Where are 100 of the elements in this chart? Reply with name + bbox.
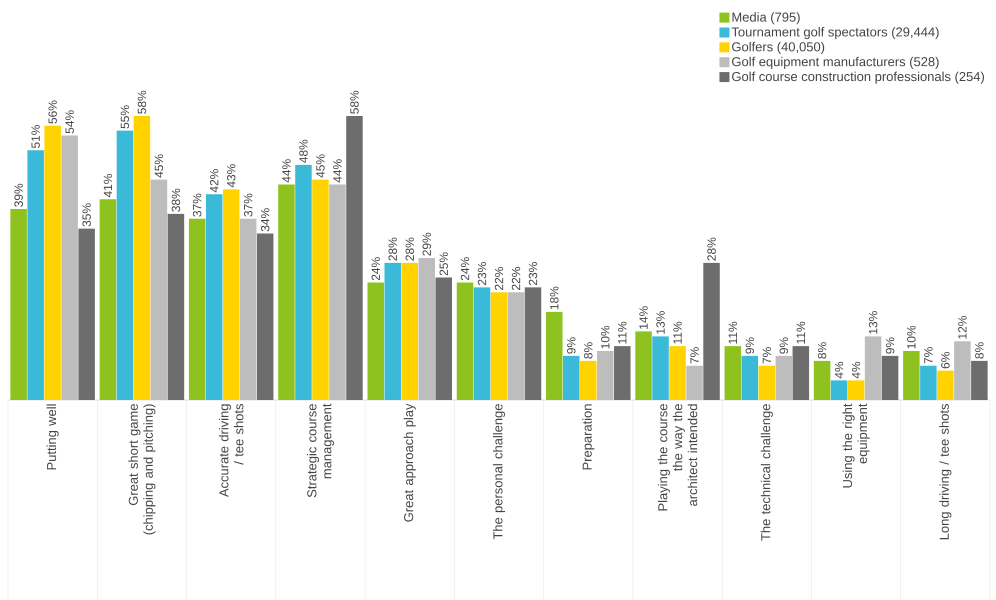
bar xyxy=(346,116,363,400)
data-label: 34% xyxy=(260,208,270,232)
bar xyxy=(742,356,758,400)
bar xyxy=(490,292,508,400)
data-label: 48% xyxy=(299,140,308,163)
data-label: 56% xyxy=(48,100,57,124)
bar xyxy=(367,282,384,400)
data-label: 41% xyxy=(104,174,112,198)
x-tick-label: Preparation xyxy=(582,404,594,470)
data-label: 28% xyxy=(707,238,716,261)
bar xyxy=(384,262,401,400)
data-label: 7% xyxy=(762,347,771,364)
data-label: 9% xyxy=(886,337,894,354)
data-label: 8% xyxy=(584,342,593,359)
bar xyxy=(435,278,452,400)
data-label: 44% xyxy=(333,159,342,182)
bar xyxy=(100,199,116,400)
data-label: 45% xyxy=(154,154,164,178)
bar xyxy=(168,214,184,400)
data-label: 9% xyxy=(567,337,576,354)
data-label: 11% xyxy=(618,322,626,344)
data-label: 58% xyxy=(138,90,146,114)
data-label: 7% xyxy=(924,347,933,364)
data-label: 4% xyxy=(834,362,844,378)
data-label: 11% xyxy=(728,322,737,344)
data-label: 8% xyxy=(975,342,984,359)
bar xyxy=(78,228,95,400)
data-label: 7% xyxy=(690,347,699,364)
data-label: 42% xyxy=(210,169,218,192)
x-tick-label: Great short game (chipping and pitching) xyxy=(128,404,156,534)
bar xyxy=(652,336,669,400)
data-label: 28% xyxy=(388,238,397,261)
data-label: 37% xyxy=(244,194,252,217)
data-label: 4% xyxy=(852,362,860,378)
data-label: 22% xyxy=(512,267,520,290)
data-label: 39% xyxy=(14,184,23,207)
bar xyxy=(546,312,563,400)
data-label: 11% xyxy=(673,322,682,344)
bar xyxy=(524,287,542,400)
data-label: 28% xyxy=(406,238,414,261)
bar xyxy=(295,164,312,400)
data-label: 25% xyxy=(440,252,448,276)
bar xyxy=(703,262,720,400)
bar xyxy=(401,262,418,400)
data-label: 45% xyxy=(316,154,325,178)
data-label: 18% xyxy=(550,286,558,310)
x-tick-label: Long driving / tee shots xyxy=(939,404,952,540)
bar xyxy=(474,287,490,400)
data-label: 13% xyxy=(868,311,878,334)
data-label: 9% xyxy=(780,337,788,354)
data-label: 38% xyxy=(172,188,180,212)
bar xyxy=(792,346,810,400)
bar xyxy=(614,346,631,400)
data-label: 43% xyxy=(226,164,236,188)
bar xyxy=(27,150,44,400)
bar xyxy=(937,370,954,400)
data-label: 44% xyxy=(282,159,291,182)
data-label: 37% xyxy=(192,194,202,217)
data-label: 35% xyxy=(82,203,91,226)
data-label: 8% xyxy=(818,342,826,359)
x-tick-label: Using the right equipment xyxy=(842,404,870,488)
data-label: 54% xyxy=(65,110,74,134)
bar xyxy=(724,346,742,400)
bar xyxy=(312,180,329,400)
bar xyxy=(920,366,937,400)
data-label: 13% xyxy=(656,311,665,334)
legend-label: Golf equipment manufacturers (528) xyxy=(732,56,939,69)
data-label: 29% xyxy=(422,232,431,256)
data-label: 11% xyxy=(796,322,805,344)
x-tick-label: The technical challenge xyxy=(760,404,773,541)
legend-label: Golfers (40,050) xyxy=(732,42,824,54)
data-label: 24% xyxy=(460,257,470,280)
bar xyxy=(206,194,222,400)
bar xyxy=(188,218,206,400)
data-label: 9% xyxy=(746,337,754,354)
bar xyxy=(278,184,295,400)
bar xyxy=(971,360,988,400)
bar xyxy=(848,380,864,400)
bar xyxy=(44,126,61,400)
data-label: 58% xyxy=(350,90,359,114)
legend-label: Tournament golf spectators (29,444) xyxy=(732,27,939,40)
bar xyxy=(256,233,274,400)
data-label: 6% xyxy=(941,352,950,368)
bar xyxy=(222,189,240,400)
bar xyxy=(635,331,652,400)
legend-label: Media (795) xyxy=(732,12,800,24)
x-tick-label: Playing the course the way the architect intended xyxy=(658,404,698,510)
data-label: 10% xyxy=(907,326,916,348)
data-label: 22% xyxy=(494,267,504,290)
data-label: 12% xyxy=(958,316,967,339)
data-label: 23% xyxy=(528,262,538,286)
bar xyxy=(903,350,920,400)
bar xyxy=(882,356,898,400)
bar xyxy=(563,356,580,400)
data-label: 51% xyxy=(31,124,40,148)
bar xyxy=(814,360,830,400)
x-tick-label: Putting well xyxy=(46,404,59,470)
x-tick-label: Great approach play xyxy=(404,404,416,522)
data-label: 55% xyxy=(120,105,130,128)
legend-label: Golf course construction professionals (254) xyxy=(732,72,984,84)
